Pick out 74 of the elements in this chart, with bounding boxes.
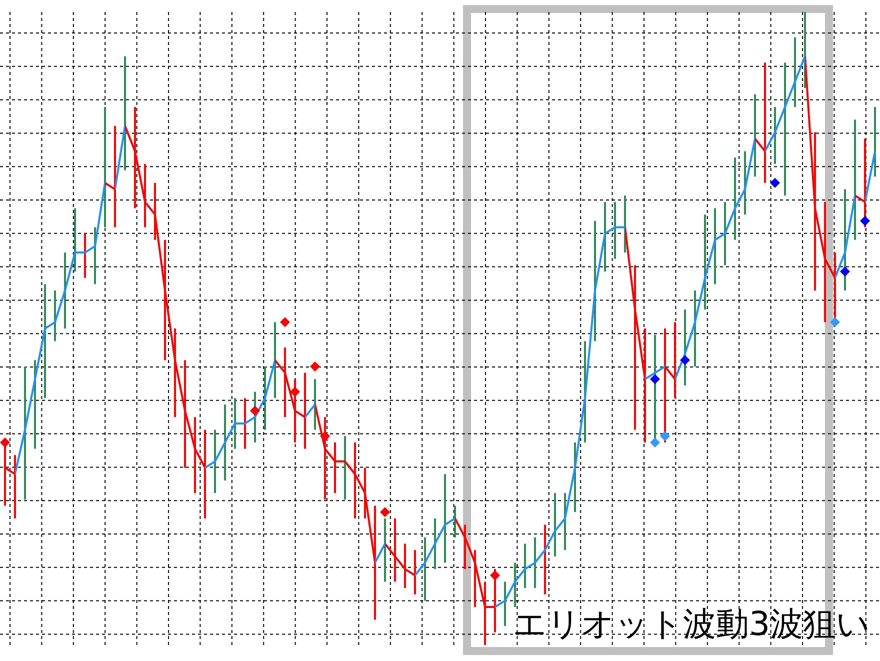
- candlestick: [234, 398, 236, 449]
- candlestick: [104, 106, 106, 228]
- point: [770, 178, 780, 188]
- candlestick: [214, 430, 216, 494]
- candlestick: [454, 506, 456, 538]
- point: [830, 317, 840, 328]
- candlestick: [524, 544, 526, 588]
- point: [680, 355, 690, 366]
- candlestick: [774, 106, 776, 164]
- candlestick: [84, 234, 86, 278]
- candlestick: [874, 106, 876, 177]
- candlestick: [384, 518, 386, 582]
- point: [250, 406, 260, 416]
- point: [490, 570, 500, 580]
- point: [860, 216, 870, 226]
- candlestick: [44, 284, 46, 398]
- candlestick: [204, 430, 206, 518]
- candlestick: [634, 265, 636, 430]
- candlestick: [444, 474, 446, 563]
- candlestick: [74, 208, 76, 272]
- candlestick: [504, 582, 506, 626]
- candlestick: [114, 126, 116, 228]
- point: [280, 317, 290, 328]
- candlestick: [54, 290, 56, 342]
- candlestick: [374, 506, 376, 620]
- point: [290, 386, 300, 397]
- point: [310, 361, 320, 372]
- candlestick: [344, 436, 346, 500]
- candlestick: [544, 524, 546, 594]
- candlestick: [434, 518, 436, 570]
- candlestick: [424, 537, 426, 601]
- point: [380, 507, 390, 518]
- candlestick: [514, 562, 516, 608]
- candlestick: [224, 404, 226, 480]
- candlestick: [24, 366, 26, 500]
- candlestick: [664, 328, 666, 442]
- candlestick: [184, 360, 186, 468]
- candlestick: [764, 62, 766, 183]
- candlestick: [854, 120, 856, 240]
- point: [650, 437, 660, 448]
- candlestick: [534, 537, 536, 588]
- candlestick: [334, 442, 336, 494]
- candlestick: [824, 202, 826, 322]
- candlestick: [554, 493, 556, 556]
- candlestick: [274, 322, 276, 398]
- candlestick: [14, 455, 16, 518]
- candlestick: [284, 347, 286, 418]
- candlestick: [734, 158, 736, 240]
- candlestick: [794, 37, 796, 107]
- candlestick: [404, 544, 406, 588]
- candlestick: [644, 328, 646, 442]
- candlestick: [244, 398, 246, 449]
- candlestick: [694, 290, 696, 366]
- candlestick: [714, 208, 716, 284]
- candlestick: [704, 214, 706, 310]
- candlestick: [414, 550, 416, 594]
- candlestick: [614, 202, 616, 259]
- candlestick: [484, 582, 486, 645]
- candlestick: [304, 372, 306, 449]
- candlestick: [674, 322, 676, 398]
- candlestick: [394, 518, 396, 582]
- point: [840, 266, 850, 277]
- candlestick: [124, 56, 126, 170]
- point: [660, 431, 670, 442]
- candlestick: [724, 202, 726, 266]
- candlestick: [264, 366, 266, 430]
- candlestick: [194, 417, 196, 494]
- candlestick: [784, 62, 786, 196]
- candlestick: [754, 94, 756, 177]
- point: [0, 437, 10, 448]
- point: [320, 431, 330, 442]
- candlestick: [354, 442, 356, 518]
- candlestick: [134, 106, 136, 208]
- point: [650, 374, 660, 384]
